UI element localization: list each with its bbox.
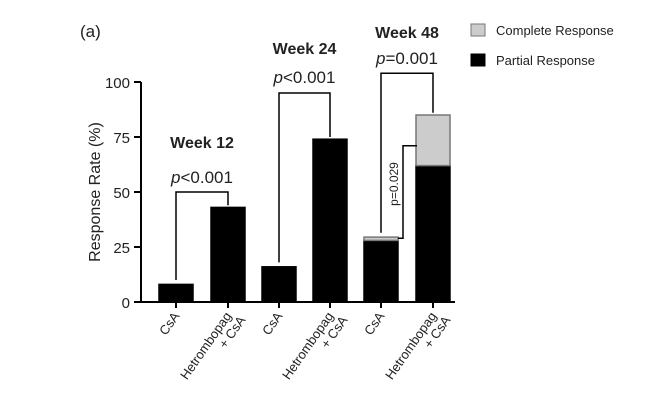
bar-partial-response [261, 266, 297, 303]
p-value: p=0.029 [387, 162, 401, 206]
x-tick-label: CsA [259, 309, 286, 338]
bar-partial-response [312, 138, 348, 303]
legend-label: Complete Response [496, 23, 614, 38]
p-value: p<0.001 [170, 168, 233, 187]
bar-complete-response [363, 236, 399, 242]
significance-bracket [278, 92, 331, 263]
y-axis-label: Response Rate (%) [87, 122, 104, 262]
significance-bracket [380, 72, 434, 233]
p-value: p=0.001 [375, 49, 438, 68]
y-tick-label: 75 [113, 130, 130, 147]
y-tick-label: 50 [113, 185, 130, 202]
y-tick-label: 0 [122, 295, 130, 312]
bar-partial-response [363, 239, 399, 303]
group-title: Week 48 [375, 25, 439, 42]
legend-label: Partial Response [496, 53, 595, 68]
y-tick-label: 100 [105, 75, 130, 92]
group-title: Week 12 [170, 135, 234, 152]
bar-partial-response [158, 283, 194, 303]
p-value: p<0.001 [273, 68, 336, 87]
legend-swatch [470, 23, 486, 37]
bar-partial-response [415, 164, 451, 303]
x-tick-label: CsA [156, 309, 183, 338]
group-title: Week 24 [273, 41, 337, 58]
legend-swatch [470, 53, 486, 67]
significance-bracket [175, 191, 229, 280]
y-tick-label: 25 [113, 240, 130, 257]
bar-partial-response [210, 206, 246, 303]
significance-bracket [398, 145, 417, 239]
x-tick-label: CsA [361, 309, 388, 338]
bar-complete-response [415, 114, 451, 167]
panel-label: (a) [80, 22, 101, 41]
